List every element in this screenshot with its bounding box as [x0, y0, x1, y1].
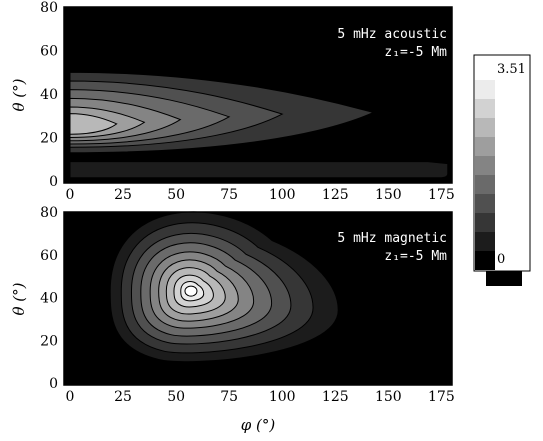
bottom-y-tick-label: 0 — [49, 376, 58, 392]
bottom-x-tick-label: 100 — [269, 389, 296, 405]
top-y-ticks: 0 20 40 60 80 — [40, 0, 69, 190]
colorbar-swatch — [475, 137, 495, 156]
top-x-tick-label: 25 — [114, 187, 132, 203]
bottom-y-ticks: 0 20 40 60 80 — [40, 205, 69, 392]
colorbar-swatch — [475, 156, 495, 175]
colorbar: 3.51 0 — [473, 54, 531, 286]
colorbar-swatch — [475, 194, 495, 213]
bottom-x-tick-label: 0 — [66, 389, 75, 405]
top-x-tick-label: 150 — [375, 187, 402, 203]
top-y-tick-label: 0 — [49, 174, 58, 190]
colorbar-swatches — [475, 80, 495, 270]
bottom-annotation-line2: z₁=-5 Mm — [384, 249, 447, 264]
bottom-x-tick-label: 125 — [322, 389, 349, 405]
bottom-annotation-line1: 5 mHz magnetic — [337, 231, 447, 246]
bottom-peak-region — [184, 285, 198, 297]
top-plot-frame — [63, 6, 453, 184]
colorbar-swatch — [475, 251, 495, 270]
top-y-tick-label: 40 — [40, 87, 58, 103]
top-y-axis-label: θ (°) — [10, 78, 28, 111]
bottom-plot-frame — [63, 211, 453, 386]
top-x-tick-label: 0 — [66, 187, 75, 203]
colorbar-min-label: 0 — [497, 252, 505, 267]
bottom-y-tick-label: 20 — [40, 333, 58, 349]
top-x-ticks: 0 25 50 75 100 125 150 175 — [66, 178, 455, 203]
bottom-y-tick-label: 40 — [40, 291, 58, 307]
bottom-panel: 0 25 50 75 100 125 150 175 0 20 40 60 80 5 mHz magn… — [10, 205, 455, 434]
bottom-x-tick-label: 175 — [428, 389, 455, 405]
top-contours — [69, 71, 449, 179]
top-y-tick-label: 60 — [40, 44, 58, 60]
top-annotation-line1: 5 mHz acoustic — [337, 27, 447, 42]
top-panel: 0 25 50 75 100 125 150 175 0 20 40 60 80 5 mHz acou… — [10, 0, 455, 203]
top-contour-band — [69, 113, 118, 135]
bottom-x-tick-label: 50 — [167, 389, 185, 405]
top-x-tick-label: 125 — [322, 187, 349, 203]
bottom-y-axis-label: θ (°) — [10, 282, 28, 315]
bottom-contours — [109, 211, 339, 363]
top-annotation-line2: z₁=-5 Mm — [384, 45, 447, 60]
top-x-tick-label: 100 — [269, 187, 296, 203]
top-x-tick-label: 75 — [220, 187, 238, 203]
bottom-x-tick-label: 25 — [114, 389, 132, 405]
colorbar-max-label: 3.51 — [497, 62, 526, 77]
top-contour-band — [69, 161, 449, 179]
top-x-tick-label: 175 — [428, 187, 455, 203]
bottom-x-tick-label: 75 — [220, 389, 238, 405]
bottom-x-tick-label: 150 — [375, 389, 402, 405]
top-y-tick-label: 20 — [40, 131, 58, 147]
bottom-x-axis-label: φ (°) — [241, 416, 276, 434]
bottom-y-tick-label: 60 — [40, 248, 58, 264]
colorbar-swatch — [475, 80, 495, 99]
colorbar-swatch — [475, 232, 495, 251]
bottom-x-ticks: 0 25 50 75 100 125 150 175 — [66, 380, 455, 405]
colorbar-swatch — [475, 118, 495, 137]
colorbar-swatch — [475, 213, 495, 232]
top-x-tick-label: 50 — [167, 187, 185, 203]
colorbar-swatch — [475, 99, 495, 118]
top-y-tick-label: 80 — [40, 0, 58, 16]
bottom-y-tick-label: 80 — [40, 205, 58, 221]
colorbar-swatch — [475, 175, 495, 194]
